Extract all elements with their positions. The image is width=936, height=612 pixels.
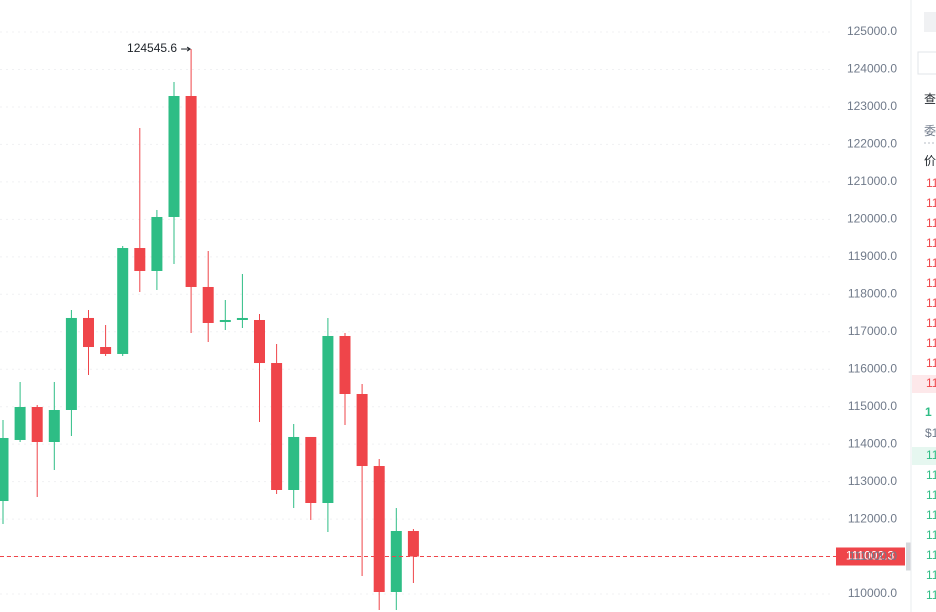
candle-body [134,248,146,271]
candle-body [254,319,265,364]
bid-price: 11 [926,588,936,602]
candle-body [271,363,283,490]
bid-price: 11 [926,508,936,522]
y-tick-label: 115000.0 [848,399,897,413]
ask-price: 11 [926,216,936,230]
candle-body [407,530,419,557]
candle-body [339,335,351,394]
ask-price: 11 [926,336,936,350]
y-tick-label: 116000.0 [848,361,897,375]
scroll-handle [906,542,911,571]
ask-price: 11 [926,316,936,330]
y-tick-label: 110000.0 [848,586,897,600]
y-axis: 110000.0 111000.0 112000.0 113000.0 114000.0… [847,24,897,600]
mid-usd: $1 [925,426,936,440]
candle-body [373,466,385,592]
ask-price: 11 [926,236,936,250]
ask-price: 11 [926,176,936,190]
candle-body [151,216,163,271]
candles: 124545.6 111002.3 [0,41,911,611]
mid-price: 1 [925,405,932,419]
y-tick-label: 118000.0 [848,286,897,300]
y-tick-label: 111000.0 [849,549,898,563]
bid-price: 11 [926,448,936,462]
ask-price: 11 [926,356,936,370]
high-label: 124545.6 [127,41,177,55]
high-arrow-head [186,46,192,52]
bid-price: 11 [926,468,936,482]
order-book: 查委价11111111111111111111111$1111111111111… [912,92,936,602]
candle-body [0,437,9,502]
candle-body [236,317,248,320]
candle-body [219,319,231,323]
ask-price: 11 [926,256,936,270]
book-header: 价 [924,154,936,168]
candle-body [31,407,43,442]
candle-body [168,95,180,217]
candle-body [65,317,77,410]
panel-toggle[interactable] [917,51,936,75]
y-tick-label: 121000.0 [847,174,897,188]
book-tab[interactable]: 查 [924,92,936,106]
candle-body [14,407,26,440]
book-hint: 委 [924,124,936,138]
ask-price: 11 [926,376,936,390]
ask-price: 11 [926,196,936,210]
candle-body [48,409,60,442]
bid-price: 11 [926,488,936,502]
candle-body [322,335,334,503]
candle-body [288,436,300,490]
ask-price: 11 [926,296,936,310]
bid-price: 11 [926,568,936,582]
candle-body [185,95,197,287]
bid-highlight [912,447,936,465]
candle-body [390,530,402,592]
y-tick-label: 120000.0 [847,212,897,226]
candle-body [305,436,317,503]
y-tick-label: 122000.0 [847,137,897,151]
y-tick-label: 112000.0 [848,511,897,525]
candle-body [100,347,112,354]
ask-highlight [912,375,936,393]
grid [0,31,830,595]
y-tick-label: 123000.0 [847,99,897,113]
y-tick-label: 114000.0 [848,436,897,450]
y-tick-label: 117000.0 [848,324,897,338]
y-tick-label: 125000.0 [847,24,897,38]
last-price-label: 111002.3 [846,549,895,563]
last-price-tag [836,547,905,566]
panel-box [924,12,936,32]
y-tick-label: 119000.0 [848,249,897,263]
bid-price: 11 [926,548,936,562]
candle-body [117,248,129,354]
bid-price: 11 [926,528,936,542]
candle-body [83,317,94,348]
candle-body [356,393,368,467]
y-tick-label: 113000.0 [848,474,897,488]
ask-price: 11 [926,276,936,290]
y-tick-label: 124000.0 [847,62,897,76]
candle-body [202,286,214,323]
